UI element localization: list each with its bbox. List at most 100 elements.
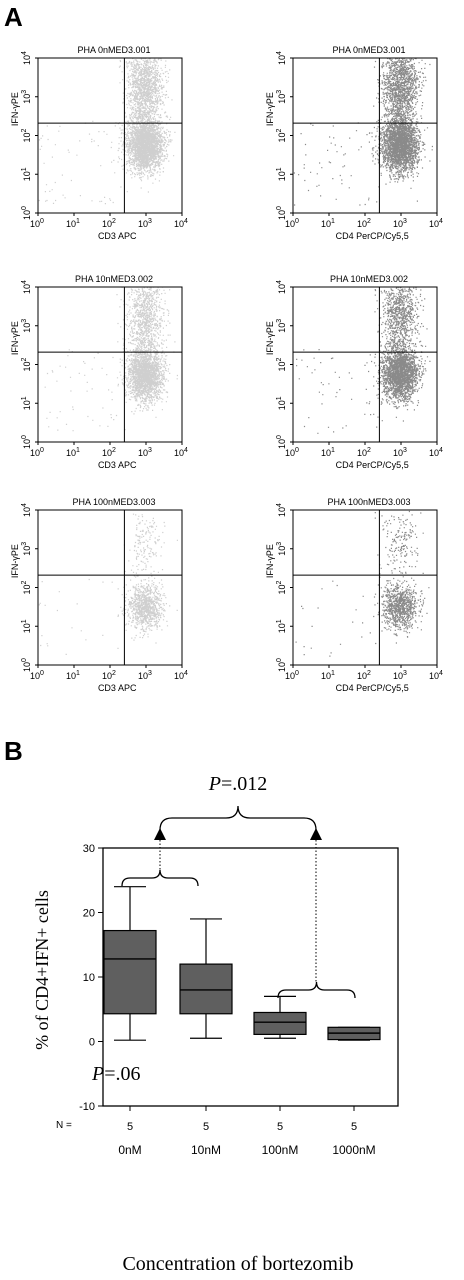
y-tick-base: 10 [277, 623, 287, 633]
flow-plot-6: PHA 100nMED3.003100100101101102102103103… [265, 497, 443, 693]
y-tick-label: 104 [21, 280, 32, 294]
n-value: 5 [351, 1121, 357, 1133]
x-tick-base: 10 [285, 671, 295, 681]
flow-y-axis-label: IFN-γPE [265, 321, 275, 355]
y-tick-label: 100 [21, 206, 32, 220]
y-tick-label: 100 [276, 206, 287, 220]
flow-plot-frame [37, 286, 183, 443]
flow-plot-title: PHA 100nMED3.003 [327, 497, 410, 507]
x-tick-label: 104 [429, 447, 443, 458]
x-tick-label: 100 [285, 447, 299, 458]
y-tick-label: 100 [276, 435, 287, 449]
x-tick-exponent: 0 [40, 670, 44, 677]
y-tick-base: 10 [22, 361, 32, 371]
y-tick-base: 10 [22, 210, 32, 220]
y-tick-exponent: 2 [276, 580, 283, 584]
y-tick-exponent: 3 [276, 542, 283, 546]
y-axis-label: % of CD4+IFN+ cells [32, 890, 52, 1050]
flow-dot-cloud [44, 287, 178, 432]
x-tick-exponent: 0 [295, 447, 299, 454]
x-tick-base: 10 [102, 671, 112, 681]
flow-x-axis-label: CD4 PerCP/Cy5,5 [336, 683, 409, 693]
flow-plot-4: PHA 10nMED3.0021001001011011021021031031… [265, 274, 443, 470]
y-tick-exponent: 0 [21, 658, 28, 662]
x-tick-exponent: 2 [367, 670, 371, 677]
flow-x-axis-label: CD3 APC [98, 460, 137, 470]
y-tick-exponent: 4 [276, 503, 283, 507]
x-tick-base: 10 [357, 671, 367, 681]
y-tick-label: 103 [276, 90, 287, 104]
y-tick-label: 101 [21, 167, 32, 181]
box-10nM [179, 918, 233, 1039]
y-tick-base: 10 [277, 439, 287, 449]
y-tick-base: 10 [277, 662, 287, 672]
y-tick-base: 10 [22, 94, 32, 104]
x-tick-label: 101 [66, 218, 80, 229]
flow-plot-5: PHA 100nMED3.003100100101101102102103103… [10, 497, 188, 693]
flow-x-axis-label: CD3 APC [98, 683, 137, 693]
y-tick-exponent: 0 [276, 206, 283, 210]
x-tick-label: 101 [66, 670, 80, 681]
flow-dots [44, 287, 178, 432]
y-tick-exponent: 0 [21, 206, 28, 210]
panel-a-label: A [4, 2, 23, 32]
x-tick-exponent: 2 [367, 447, 371, 454]
y-tick-label: 100 [276, 658, 287, 672]
y-tick-exponent: 3 [21, 319, 28, 323]
y-tick-label: 102 [21, 128, 32, 142]
x-tick-base: 10 [429, 448, 439, 458]
y-tick-label: 104 [276, 51, 287, 65]
y-tick-exponent: 2 [276, 357, 283, 361]
flow-plot-3: PHA 10nMED3.0021001001011011021021031031… [10, 274, 188, 470]
flow-dots [296, 287, 431, 434]
y-tick-exponent: 0 [276, 435, 283, 439]
y-tick-label: 102 [276, 128, 287, 142]
y-tick-base: 10 [22, 284, 32, 294]
x-tick-exponent: 0 [40, 218, 44, 225]
y-tick-label: 101 [21, 619, 32, 633]
x-tick-label: 101 [66, 447, 80, 458]
box-0nM [103, 886, 157, 1041]
flow-plot-frame [37, 509, 183, 666]
x-tick-exponent: 3 [148, 447, 152, 454]
n-value: 5 [277, 1121, 283, 1133]
box-1000nM [327, 1026, 381, 1041]
flow-plot-2: PHA 0nMED3.00110010010110110210210310310… [265, 45, 443, 241]
y-tick-base: 10 [277, 546, 287, 556]
flow-plot-frame [292, 509, 438, 666]
y-tick-base: 10 [22, 546, 32, 556]
y-tick-base: 10 [22, 584, 32, 594]
x-tick-label: 100 [285, 218, 299, 229]
flow-dot-cloud [295, 510, 430, 657]
y-tick-base: 10 [277, 55, 287, 65]
y-tick-label: 30 [83, 843, 95, 855]
y-tick-label: 103 [21, 542, 32, 556]
y-tick-exponent: 4 [276, 51, 283, 55]
brace-100-1000nM [277, 981, 356, 999]
flow-plot-1: PHA 0nMED3.00110010010110110210210310310… [10, 45, 188, 241]
p-value-inner-italic: P [91, 1063, 104, 1085]
x-tick-base: 10 [30, 671, 40, 681]
x-tick-base: 10 [102, 219, 112, 229]
y-tick-base: 10 [22, 132, 32, 142]
x-tick-exponent: 4 [439, 447, 443, 454]
y-tick-exponent: 3 [21, 542, 28, 546]
x-tick-exponent: 1 [331, 218, 335, 225]
y-tick-base: 10 [22, 439, 32, 449]
y-tick-label: 101 [276, 167, 287, 181]
y-tick-label: 20 [83, 908, 95, 920]
y-tick-exponent: 1 [21, 167, 28, 171]
flow-plot-title: PHA 100nMED3.003 [72, 497, 155, 507]
p-value-top-italic: P [208, 773, 221, 795]
y-tick-label: 103 [21, 319, 32, 333]
y-tick-label: 102 [276, 580, 287, 594]
y-tick-base: 10 [22, 171, 32, 181]
flow-dots [293, 58, 433, 206]
x-tick-base: 10 [429, 219, 439, 229]
x-tick-base: 10 [138, 448, 148, 458]
flow-dot-cloud [293, 58, 433, 206]
y-tick-base: 10 [277, 94, 287, 104]
y-tick-exponent: 1 [21, 619, 28, 623]
y-tick-exponent: 1 [21, 396, 28, 400]
y-tick-exponent: 3 [276, 90, 283, 94]
